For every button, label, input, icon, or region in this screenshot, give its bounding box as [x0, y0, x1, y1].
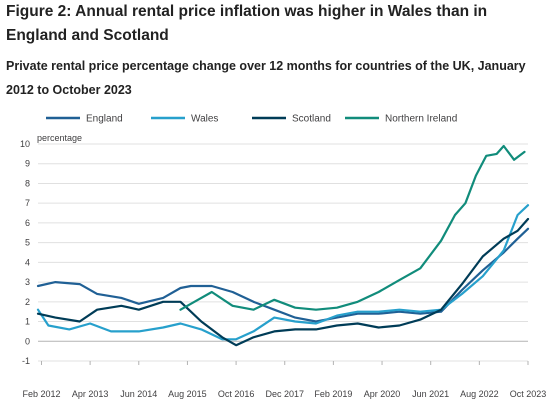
- y-tick-label: 2: [25, 297, 30, 307]
- legend-label: Wales: [191, 114, 218, 125]
- x-axis-ticks: Feb 2012 Apr 2013 Jun 2014 Aug 2015 Oct 2016…: [22, 361, 546, 399]
- series-lines: [36, 144, 530, 347]
- x-tick-label: Feb 2012: [22, 389, 60, 399]
- x-tick-label: Jun 2021: [412, 389, 449, 399]
- series-line-scotland: [36, 217, 530, 347]
- y-tick-label: 4: [25, 257, 30, 267]
- legend-label: Scotland: [292, 114, 331, 125]
- x-tick-label: Jun 2014: [120, 389, 157, 399]
- series-line-wales: [36, 204, 530, 341]
- y-tick-label: 1: [25, 317, 30, 327]
- y-tick-label: 0: [25, 336, 30, 346]
- series-line-northern-ireland: [179, 144, 526, 311]
- y-tick-label: 9: [25, 159, 30, 169]
- chart-subtitle: Private rental price percentage change o…: [6, 59, 526, 97]
- legend-label: Northern Ireland: [385, 114, 457, 125]
- y-tick-label: -1: [22, 356, 30, 366]
- x-tick-label: Aug 2015: [168, 389, 207, 399]
- y-tick-label: 7: [25, 198, 30, 208]
- x-tick-label: Aug 2022: [460, 389, 499, 399]
- x-tick-label: Dec 2017: [265, 389, 304, 399]
- series-line-england: [36, 227, 530, 323]
- y-tick-label: 5: [25, 238, 30, 248]
- x-tick-label: Feb 2019: [314, 389, 352, 399]
- legend-label: England: [86, 114, 123, 125]
- y-tick-label: 10: [20, 139, 30, 149]
- x-tick-label: Oct 2016: [218, 389, 255, 399]
- y-tick-label: 3: [25, 277, 30, 287]
- y-tick-label: 8: [25, 178, 30, 188]
- gridlines: [38, 143, 528, 362]
- y-axis-unit-label: percentage: [37, 133, 82, 143]
- chart-title: Figure 2: Annual rental price inflation …: [6, 3, 488, 44]
- y-axis-ticks: -1 0 1 2 3 4 5 6 7 8 9 10: [20, 139, 30, 366]
- legend: England Wales Scotland Northern Ireland: [46, 114, 457, 125]
- x-tick-label: Apr 2013: [72, 389, 109, 399]
- x-tick-label: Apr 2020: [364, 389, 401, 399]
- x-tick-label: Oct 2023: [510, 389, 547, 399]
- y-tick-label: 6: [25, 218, 30, 228]
